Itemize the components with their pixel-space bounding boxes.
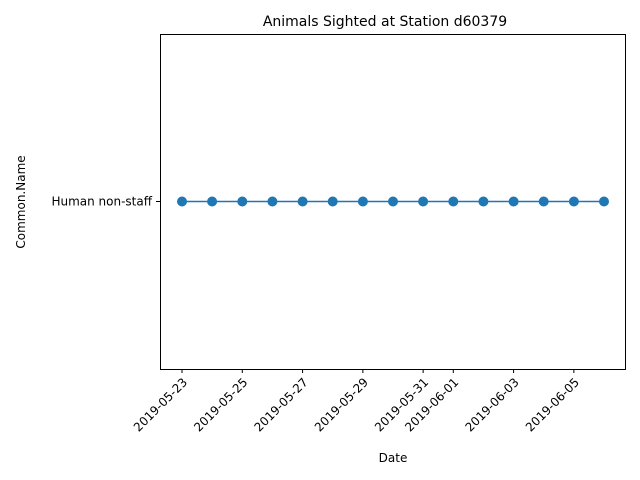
x-tick-label: 2019-05-25 — [191, 375, 250, 434]
data-point — [297, 196, 308, 207]
data-point — [207, 196, 218, 207]
plot-area-frame — [160, 34, 626, 370]
x-tick-label: 2019-06-05 — [523, 375, 582, 434]
data-point — [478, 196, 489, 207]
x-tick-label: 2019-06-03 — [463, 375, 522, 434]
chart-title: Animals Sighted at Station d60379 — [263, 14, 507, 30]
x-axis-label: Date — [379, 451, 408, 465]
data-point — [508, 196, 519, 207]
x-tick-label: 2019-05-29 — [312, 375, 371, 434]
x-axis: 2019-05-23 2019-05-25 2019-05-27 2019-05-29… — [131, 369, 582, 434]
data-point — [327, 196, 338, 207]
data-point — [357, 196, 368, 207]
y-tick-label: Human non-staff — [51, 195, 152, 209]
data-point — [599, 196, 609, 207]
x-tick-label: 2019-05-23 — [131, 375, 190, 434]
data-point — [177, 196, 187, 207]
data-point — [568, 196, 579, 207]
series-layer — [177, 196, 609, 207]
y-axis-label: Common.Name — [14, 155, 28, 248]
data-point — [267, 196, 278, 207]
data-point — [237, 196, 248, 207]
y-axis: Human non-staff — [51, 195, 160, 209]
data-point — [448, 196, 459, 207]
x-tick-label: 2019-05-27 — [252, 375, 311, 434]
data-point — [418, 196, 429, 207]
data-point — [538, 196, 549, 207]
data-point — [388, 196, 398, 207]
